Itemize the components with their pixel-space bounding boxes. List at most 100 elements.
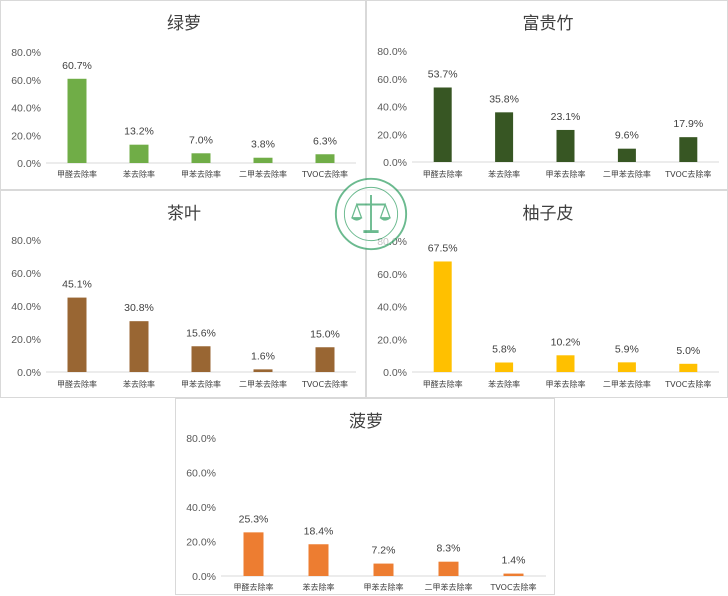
x-tick-label: 甲苯去除率 (364, 582, 404, 592)
y-tick-label: 80.0% (186, 433, 216, 445)
bar (503, 573, 524, 576)
data-label: 60.7% (62, 60, 92, 72)
chart-panel-fuguizhu: 富贵竹 0.0% 20.0% 40.0% 60.0% 80.0% 53.7% 甲醛去除率 35.… (366, 0, 728, 190)
chart-title: 茶叶 (167, 204, 201, 224)
bar (243, 532, 264, 576)
y-tick-label: 80.0% (11, 47, 41, 59)
data-label: 35.8% (489, 93, 519, 105)
x-tick-label: TVOC去除率 (664, 169, 711, 179)
bar (253, 369, 273, 372)
y-tick-label: 0.0% (192, 571, 216, 583)
y-tick-label: 20.0% (11, 334, 41, 346)
bar (556, 355, 575, 372)
chart-svg-chaye: 茶叶 0.0% 20.0% 40.0% 60.0% 80.0% 45.1% 甲醛去除率 30.8… (11, 204, 356, 389)
chart-title: 柚子皮 (523, 204, 574, 224)
y-tick-label: 0.0% (383, 157, 407, 169)
data-label: 53.7% (428, 68, 458, 80)
x-tick-label: 二甲苯去除率 (425, 582, 473, 592)
x-tick-label: 甲醛去除率 (57, 379, 97, 389)
x-tick-label: TVOC去除率 (301, 379, 348, 389)
bar (495, 112, 514, 162)
x-tick-label: 甲苯去除率 (546, 169, 586, 179)
y-tick-label: 0.0% (383, 367, 407, 379)
y-tick-label: 60.0% (11, 268, 41, 280)
data-label: 5.0% (676, 345, 700, 357)
chart-title: 绿萝 (167, 14, 201, 34)
bar (679, 363, 698, 372)
y-tick-label: 40.0% (186, 502, 216, 514)
bar (191, 153, 211, 163)
data-label: 8.3% (437, 543, 461, 555)
chart-svg-boluo: 菠萝 0.0% 20.0% 40.0% 60.0% 80.0% 25.3% 甲醛去除率 18.4… (186, 412, 546, 592)
x-tick-label: 二甲苯去除率 (239, 169, 287, 179)
bar (433, 261, 452, 372)
bar (373, 563, 394, 576)
data-label: 10.2% (551, 336, 581, 348)
chart-title: 富贵竹 (523, 14, 574, 34)
y-tick-label: 40.0% (11, 103, 41, 115)
chart-panel-youzipi: 柚子皮0.0%20.0%40.0%60.0%80.0%67.5%甲醛去除率5.8… (366, 190, 728, 398)
data-label: 15.6% (186, 327, 216, 339)
data-label: 30.8% (124, 302, 154, 314)
bar (129, 321, 149, 372)
bar (308, 544, 329, 576)
y-tick-label: 20.0% (186, 537, 216, 549)
data-label: 17.9% (673, 118, 703, 130)
y-tick-label: 20.0% (11, 130, 41, 142)
bar (556, 129, 575, 162)
bar (438, 561, 459, 576)
data-label: 6.3% (313, 135, 337, 147)
bar (253, 157, 273, 163)
data-label: 5.8% (492, 344, 516, 356)
x-tick-label: 二甲苯去除率 (603, 379, 651, 389)
data-label: 9.6% (615, 130, 639, 142)
chart-panel-lvluo: 绿萝 0.0% 20.0% 40.0% 60.0% 80.0% 60.7% 甲醛去除率 13.2… (0, 0, 366, 190)
data-label: 5.9% (615, 343, 639, 355)
chart-svg-youzipi: 柚子皮0.0%20.0%40.0%60.0%80.0%67.5%甲醛去除率5.8… (377, 204, 719, 389)
data-label: 1.4% (502, 555, 526, 567)
bar (129, 144, 149, 163)
bar (433, 87, 452, 162)
data-label: 45.1% (62, 279, 92, 291)
y-tick-label: 0.0% (17, 158, 41, 170)
y-tick-label: 20.0% (377, 334, 407, 346)
bar (679, 137, 698, 162)
x-tick-label: 甲醛去除率 (234, 582, 274, 592)
x-tick-label: 甲醛去除率 (423, 379, 463, 389)
chart-svg-lvluo: 绿萝 0.0% 20.0% 40.0% 60.0% 80.0% 60.7% 甲醛去除率 13.2… (11, 14, 356, 179)
x-tick-label: 二甲苯去除率 (603, 169, 651, 179)
data-label: 25.3% (239, 513, 269, 525)
data-label: 7.2% (372, 545, 396, 557)
chart-panel-chaye: 茶叶 0.0% 20.0% 40.0% 60.0% 80.0% 45.1% 甲醛去除率 30.8… (0, 190, 366, 398)
y-tick-label: 80.0% (377, 46, 407, 58)
y-tick-label: 0.0% (17, 367, 41, 379)
x-tick-label: TVOC去除率 (489, 582, 536, 592)
y-tick-label: 80.0% (11, 235, 41, 247)
data-label: 15.0% (310, 328, 340, 340)
data-label: 7.0% (189, 134, 213, 146)
chart-svg-fuguizhu: 富贵竹 0.0% 20.0% 40.0% 60.0% 80.0% 53.7% 甲醛去除率 35.… (377, 14, 719, 179)
x-tick-label: 苯去除率 (488, 379, 520, 389)
x-tick-label: TVOC去除率 (664, 379, 711, 389)
x-tick-label: 二甲苯去除率 (239, 379, 287, 389)
bar (617, 148, 636, 162)
x-tick-label: TVOC去除率 (301, 169, 348, 179)
y-tick-label: 40.0% (11, 301, 41, 313)
x-tick-label: 甲苯去除率 (181, 379, 221, 389)
bar (67, 297, 87, 372)
x-tick-label: 苯去除率 (123, 169, 155, 179)
bar (315, 347, 335, 372)
bar (191, 346, 211, 372)
data-label: 13.2% (124, 126, 154, 138)
y-tick-label: 60.0% (377, 74, 407, 86)
x-tick-label: 甲醛去除率 (423, 169, 463, 179)
consumer-council-seal-watermark (334, 177, 408, 251)
x-tick-label: 甲苯去除率 (181, 169, 221, 179)
y-tick-label: 20.0% (377, 129, 407, 141)
y-tick-label: 60.0% (377, 269, 407, 281)
y-tick-label: 60.0% (186, 468, 216, 480)
x-tick-label: 苯去除率 (123, 379, 155, 389)
chart-title: 菠萝 (349, 412, 383, 432)
y-tick-label: 40.0% (377, 302, 407, 314)
bar (315, 154, 335, 163)
